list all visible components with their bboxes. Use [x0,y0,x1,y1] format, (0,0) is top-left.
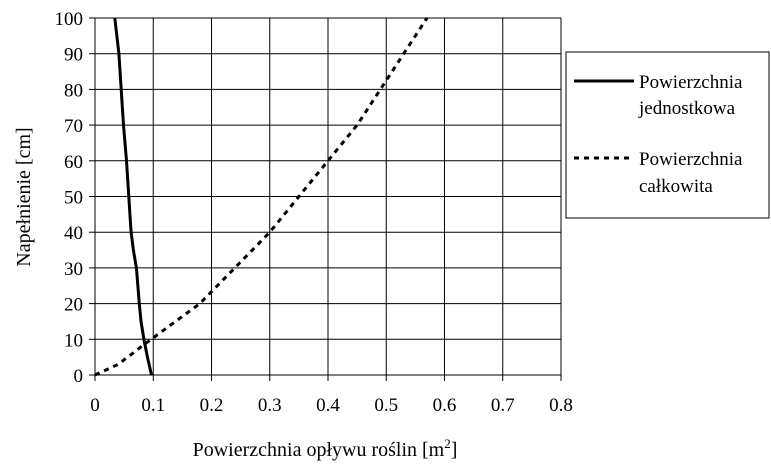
x-tick-label: 0.8 [549,395,573,416]
axes [89,17,562,381]
x-tick-label: 0.3 [258,395,282,416]
x-tick-label: 0 [90,395,100,416]
x-tick-labels: 0 0.1 0.2 0.3 0.4 0.5 0.6 0.7 0.8 [90,395,573,416]
y-tick-label: 70 [64,116,83,137]
y-tick-label: 60 [64,152,83,173]
y-tick-labels: 0 10 20 30 40 50 60 70 80 90 100 [55,9,84,387]
y-tick-label: 90 [64,45,83,66]
x-tick-label: 0.2 [200,395,224,416]
y-tick-label: 20 [64,295,83,316]
legend-label-series-2-line-2: całkowita [639,176,713,197]
y-tick-label: 40 [64,223,83,244]
y-axis-title: Napełnienie [cm] [13,127,35,266]
x-tick-label: 0.7 [491,395,515,416]
y-tick-label: 50 [64,188,83,209]
legend-label-series-1-line-2: jednostkowa [638,98,736,119]
series-group [94,17,429,377]
y-tick-label: 10 [64,330,83,351]
x-tick-label: 0.6 [433,395,457,416]
grid [94,17,562,376]
y-tick-label: 0 [74,366,84,387]
y-tick-label: 80 [64,80,83,101]
x-tick-label: 0.1 [141,395,165,416]
legend-label-series-1-line-1: Powierzchnia [639,72,743,93]
legend: Powierzchnia jednostkowa Powierzchnia ca… [565,51,770,219]
x-tick-label: 0.4 [316,395,340,416]
x-axis-title: Powierzchnia opływu roślin [m2] [193,436,458,461]
y-tick-label: 30 [64,259,83,280]
series-line-1 [113,17,153,376]
x-tick-label: 0.5 [374,395,398,416]
legend-label-series-2-line-1: Powierzchnia [639,149,743,170]
y-tick-label: 100 [55,9,84,30]
